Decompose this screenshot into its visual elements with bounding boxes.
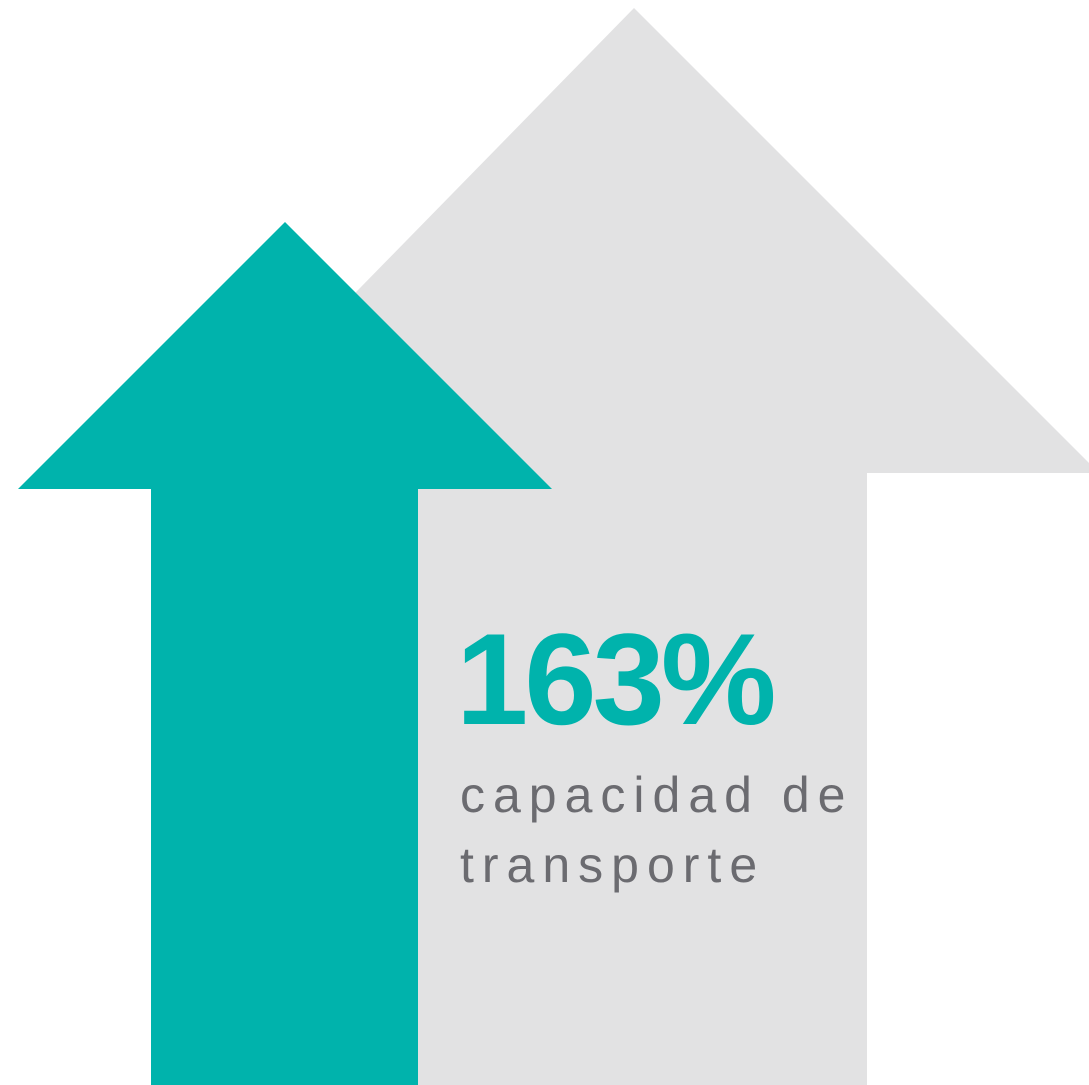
teal-arrow	[18, 222, 552, 1085]
caption-line: transporte	[460, 837, 765, 893]
headline: 163%	[456, 606, 774, 752]
caption-line: capacidad de	[460, 767, 853, 823]
